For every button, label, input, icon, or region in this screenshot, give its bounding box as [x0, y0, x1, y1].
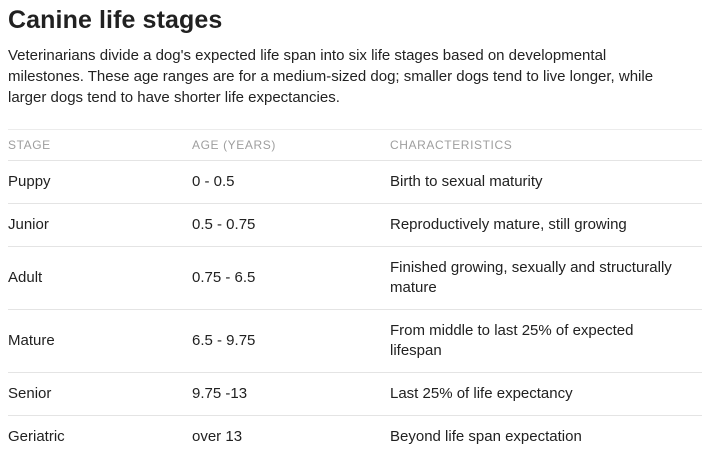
table-row-puppy: Puppy 0 - 0.5 Birth to sexual maturity [8, 161, 702, 204]
column-header-age: Age (years) [192, 130, 390, 161]
table-header: Stage Age (years) Characteristics [8, 130, 702, 161]
characteristics-cell: From middle to last 25% of expected life… [390, 310, 702, 373]
age-cell: over 13 [192, 416, 390, 458]
table-row-geriatric: Geriatric over 13 Beyond life span expec… [8, 416, 702, 458]
table-body: Puppy 0 - 0.5 Birth to sexual maturity J… [8, 161, 702, 458]
stage-cell: Senior [8, 373, 192, 416]
column-header-stage: Stage [8, 130, 192, 161]
stage-cell: Puppy [8, 161, 192, 204]
life-stages-table: Stage Age (years) Characteristics Puppy … [8, 129, 702, 458]
article: Canine life stages Veterinarians divide … [0, 7, 709, 458]
characteristics-cell: Finished growing, sexually and structura… [390, 247, 702, 310]
stage-cell: Adult [8, 247, 192, 310]
age-cell: 0.75 - 6.5 [192, 247, 390, 310]
characteristics-cell: Reproductively mature, still growing [390, 204, 702, 247]
table-row-senior: Senior 9.75 -13 Last 25% of life expecta… [8, 373, 702, 416]
intro-paragraph: Veterinarians divide a dog's expected li… [8, 45, 702, 108]
table-row-mature: Mature 6.5 - 9.75 From middle to last 25… [8, 310, 702, 373]
age-cell: 0.5 - 0.75 [192, 204, 390, 247]
table-header-row: Stage Age (years) Characteristics [8, 130, 702, 161]
age-cell: 9.75 -13 [192, 373, 390, 416]
characteristics-cell: Last 25% of life expectancy [390, 373, 702, 416]
table-row-adult: Adult 0.75 - 6.5 Finished growing, sexua… [8, 247, 702, 310]
stage-cell: Junior [8, 204, 192, 247]
age-cell: 0 - 0.5 [192, 161, 390, 204]
age-cell: 6.5 - 9.75 [192, 310, 390, 373]
page-title: Canine life stages [8, 7, 702, 33]
stage-cell: Geriatric [8, 416, 192, 458]
stage-cell: Mature [8, 310, 192, 373]
characteristics-cell: Birth to sexual maturity [390, 161, 702, 204]
table-row-junior: Junior 0.5 - 0.75 Reproductively mature,… [8, 204, 702, 247]
column-header-characteristics: Characteristics [390, 130, 702, 161]
characteristics-cell: Beyond life span expectation [390, 416, 702, 458]
